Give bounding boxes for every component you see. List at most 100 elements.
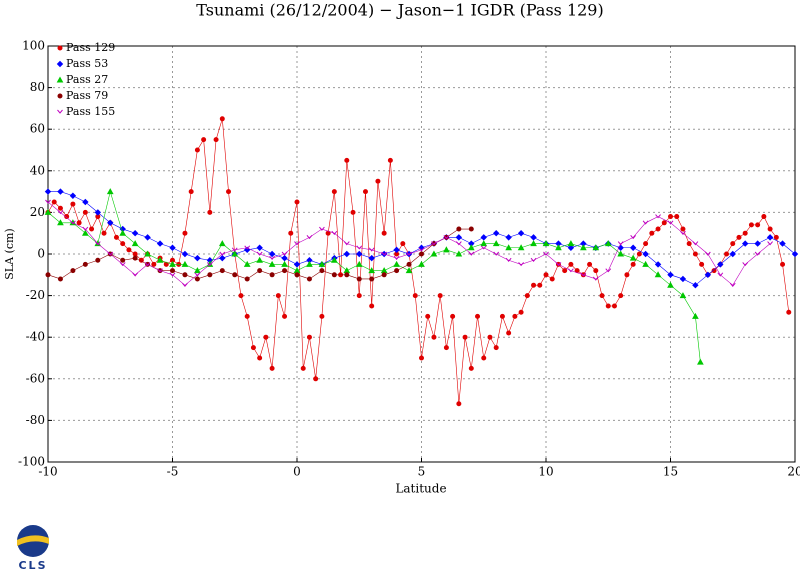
marker: [356, 276, 362, 282]
marker: [194, 272, 201, 277]
legend-label: Pass 27: [66, 73, 108, 86]
marker: [604, 240, 612, 247]
y-tick-label: 100: [22, 39, 45, 53]
marker: [668, 214, 673, 220]
marker: [219, 268, 225, 274]
marker: [542, 240, 550, 247]
x-axis-label: Latitude: [395, 482, 446, 496]
legend-symbol: [57, 109, 63, 114]
marker: [319, 268, 325, 274]
marker: [213, 137, 219, 143]
marker: [754, 240, 761, 247]
marker: [729, 250, 736, 258]
y-tick-label: -80: [26, 413, 45, 427]
marker: [568, 268, 574, 273]
marker: [730, 241, 736, 247]
marker: [761, 214, 767, 220]
marker: [306, 276, 312, 282]
marker: [405, 267, 413, 274]
marker: [742, 230, 748, 236]
marker: [786, 309, 792, 315]
marker: [381, 230, 387, 236]
marker: [630, 235, 637, 240]
marker: [294, 241, 300, 246]
marker: [667, 271, 674, 279]
marker: [156, 240, 164, 247]
marker: [605, 303, 611, 309]
marker: [188, 189, 194, 195]
marker: [331, 230, 338, 235]
marker: [686, 241, 692, 247]
x-tick-label: 0: [293, 465, 301, 479]
marker: [437, 293, 443, 299]
marker: [182, 282, 188, 287]
marker: [736, 234, 742, 240]
marker: [667, 220, 674, 225]
marker: [281, 260, 288, 267]
marker: [629, 254, 637, 261]
marker: [144, 234, 151, 241]
marker: [207, 209, 213, 215]
marker: [355, 260, 363, 267]
marker: [170, 268, 175, 274]
marker: [593, 268, 599, 274]
marker: [45, 199, 51, 204]
marker: [76, 220, 82, 226]
marker: [524, 293, 530, 299]
marker: [331, 272, 337, 278]
marker: [169, 260, 176, 267]
marker: [443, 235, 450, 240]
marker: [194, 147, 200, 153]
marker: [82, 209, 88, 215]
marker: [530, 240, 537, 247]
marker: [654, 271, 662, 278]
y-tick-label: 20: [30, 205, 45, 219]
marker: [218, 240, 226, 247]
marker: [181, 250, 189, 258]
marker: [649, 230, 655, 236]
marker: [692, 281, 699, 289]
marker: [182, 230, 188, 236]
marker: [51, 199, 57, 205]
marker: [144, 250, 151, 257]
legend-label: Pass 155: [66, 105, 115, 118]
marker: [256, 256, 263, 263]
legend-item: Pass 53: [56, 57, 108, 70]
marker: [89, 226, 95, 232]
marker: [238, 293, 244, 299]
marker: [243, 260, 251, 267]
marker: [194, 267, 201, 274]
marker: [611, 303, 617, 309]
x-tick-label: 10: [538, 465, 553, 479]
marker: [699, 261, 705, 267]
legend-item: Pass 129: [57, 41, 115, 54]
marker: [517, 229, 525, 237]
marker: [425, 313, 431, 319]
marker: [381, 251, 388, 256]
marker: [294, 199, 300, 205]
legend-label: Pass 79: [66, 89, 108, 102]
marker: [282, 268, 288, 274]
marker: [232, 272, 238, 278]
y-tick-label: -20: [26, 288, 45, 302]
marker: [512, 313, 518, 319]
marker: [480, 240, 488, 247]
marker: [493, 345, 499, 351]
y-tick-label: 60: [30, 122, 45, 136]
marker: [369, 276, 375, 282]
marker: [518, 309, 524, 315]
marker: [487, 334, 493, 340]
marker: [306, 334, 312, 340]
marker: [767, 241, 773, 246]
marker: [679, 292, 687, 299]
y-tick-label: -60: [26, 371, 45, 385]
marker: [517, 244, 525, 251]
marker: [375, 178, 381, 184]
marker: [580, 272, 587, 277]
legend-item: Pass 155: [57, 105, 115, 118]
marker: [642, 260, 649, 267]
marker: [629, 244, 637, 251]
marker: [269, 365, 275, 371]
marker: [418, 247, 425, 252]
logo-text: CLS: [18, 559, 47, 572]
